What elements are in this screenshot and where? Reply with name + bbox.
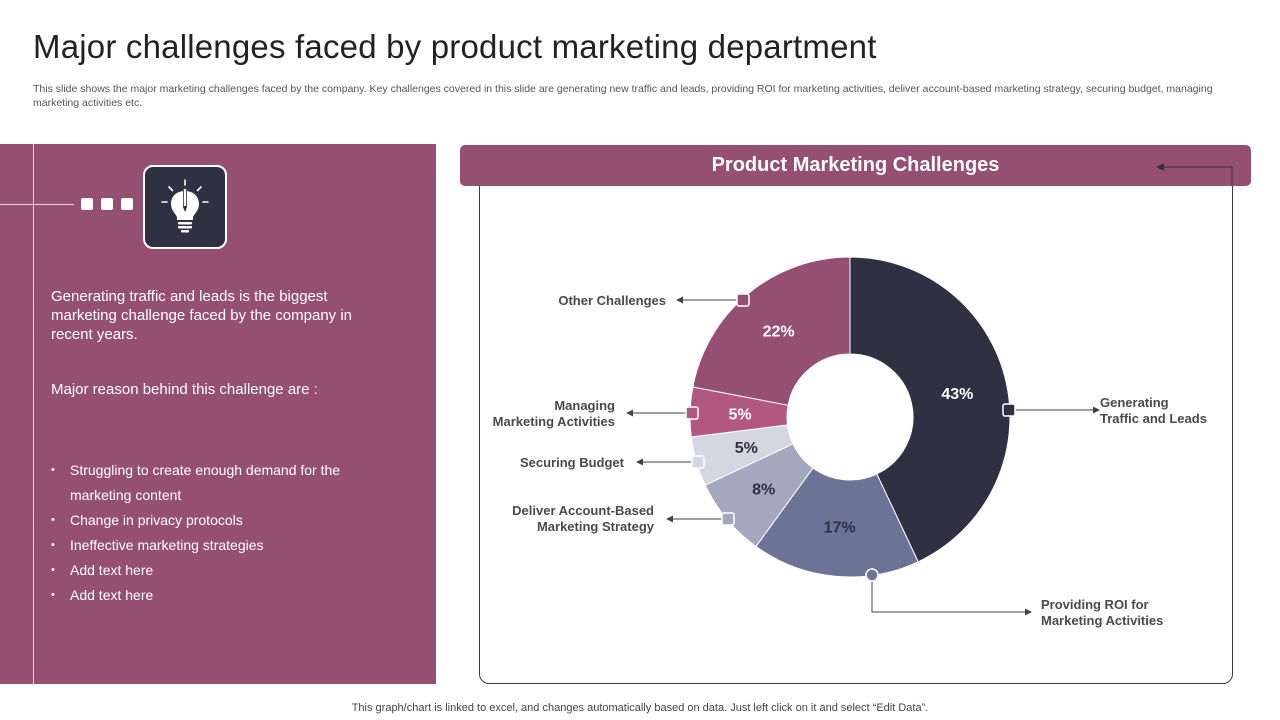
callout-marker: [736, 293, 750, 307]
page-title: Major challenges faced by product market…: [33, 28, 877, 65]
list-item: Change in privacy protocols: [51, 508, 381, 533]
list-item: Add text here: [51, 583, 381, 608]
footer-note: This graph/chart is linked to excel, and…: [351, 702, 929, 714]
callout-marker: [1002, 403, 1016, 417]
page-subtitle: This slide shows the major marketing cha…: [33, 83, 1213, 109]
callout-marker: [865, 568, 879, 582]
callout-marker: [685, 406, 699, 420]
slice-value-label: 8%: [752, 481, 775, 498]
panel-horizontal-line: [0, 204, 74, 205]
panel-highlight-text: Generating traffic and leads is the bigg…: [51, 288, 353, 343]
decor-square: [121, 198, 133, 210]
callout-arrowhead: [636, 458, 643, 466]
slice-value-label: 22%: [763, 324, 795, 341]
decor-square: [101, 198, 113, 210]
slice-value-label: 43%: [941, 386, 973, 403]
legend-label: Generating Traffic and Leads: [1100, 395, 1207, 426]
slice-value-label: 5%: [735, 440, 758, 457]
panel-vertical-line: [33, 144, 34, 684]
callout-arrowhead: [676, 296, 683, 304]
list-item: Struggling to create enough demand for t…: [51, 458, 381, 508]
legend-label: Securing Budget: [520, 455, 625, 470]
slice-value-label: 5%: [728, 407, 751, 424]
callout-arrowhead: [666, 515, 673, 523]
left-panel: Generating traffic and leads is the bigg…: [0, 144, 436, 684]
legend-label: Managing Marketing Activities: [493, 398, 615, 429]
callout-marker: [721, 512, 735, 526]
idea-lightbulb-pencil-icon: [161, 179, 209, 233]
legend-label: Deliver Account-Based Marketing Strategy: [512, 503, 655, 534]
callout-line: [871, 575, 1028, 613]
list-item: Ineffective marketing strategies: [51, 533, 381, 558]
reason-list: Struggling to create enough demand for t…: [51, 458, 381, 608]
decor-square: [81, 198, 93, 210]
callout-arrowhead: [1093, 406, 1100, 414]
callout-arrowhead: [626, 409, 633, 417]
donut-slice[interactable]: [692, 256, 851, 406]
chart-title: Product Marketing Challenges: [460, 145, 1251, 186]
slice-value-label: 17%: [824, 520, 856, 537]
list-item: Add text here: [51, 558, 381, 583]
header-arrow: [1156, 163, 1233, 185]
idea-icon-box: [143, 165, 227, 249]
legend-label: Providing ROI for Marketing Activities: [1041, 597, 1163, 628]
callout-arrowhead: [1025, 608, 1032, 616]
callout-marker: [691, 455, 705, 469]
donut-slice[interactable]: [849, 256, 1011, 563]
panel-reason-heading: Major reason behind this challenge are :: [51, 381, 318, 398]
legend-label: Other Challenges: [558, 293, 666, 308]
